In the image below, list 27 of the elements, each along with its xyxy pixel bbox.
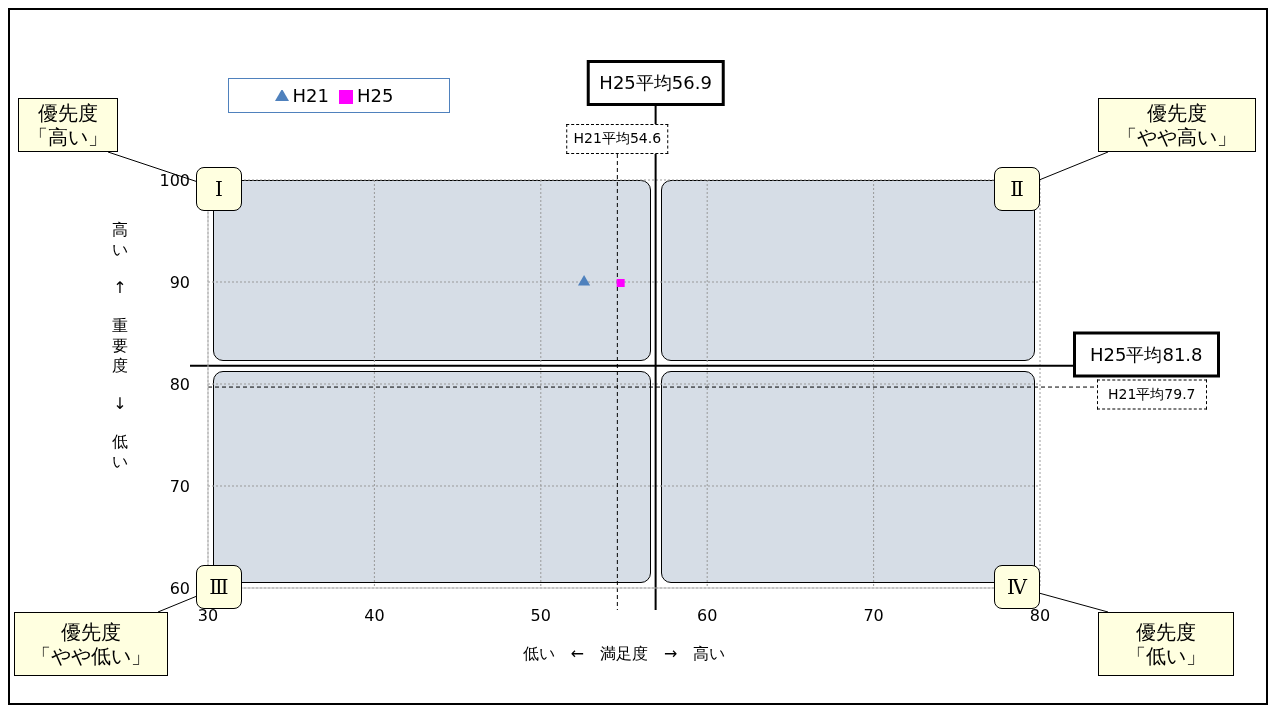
text: 優先度「高い」	[28, 101, 108, 149]
x-tick-label: 80	[1029, 606, 1051, 626]
y-tick-label: 80	[169, 374, 190, 394]
y-tick-label: 100	[159, 170, 190, 190]
y-tick-label: 70	[169, 476, 190, 496]
legend-label: H21	[292, 85, 329, 106]
x-tick-label: 70	[863, 606, 884, 626]
annotation: Ⅱ	[994, 167, 1040, 211]
annotation: Ⅳ	[1007, 575, 1027, 599]
text: 優先度「やや高い」	[1117, 101, 1237, 149]
ref-line-label: H21平均79.7	[1097, 379, 1207, 410]
y-tick-label: 90	[169, 272, 190, 292]
annotation: Ⅰ	[196, 167, 242, 211]
legend-label: H25	[357, 85, 394, 106]
text: 優先度「やや低い」	[31, 620, 151, 668]
text: 高い ↑ 重要度 ↓ 低い	[112, 220, 128, 471]
ref-line-label: H21平均54.6	[566, 124, 669, 154]
text: 優先度「低い」	[1126, 620, 1206, 668]
x-tick-label: 60	[697, 606, 718, 626]
ref-line-label: H25平均56.9	[586, 60, 725, 106]
ref-line-label: H25平均81.8	[1073, 331, 1220, 378]
annotation: Ⅲ	[209, 575, 229, 599]
y-tick-label: 60	[169, 578, 190, 598]
x-tick-label: 40	[364, 606, 385, 626]
x-tick-label: 50	[530, 606, 551, 626]
x-axis-title: 低い ← 満足度 → 高い	[521, 644, 727, 665]
x-tick-label: 30	[197, 606, 219, 626]
